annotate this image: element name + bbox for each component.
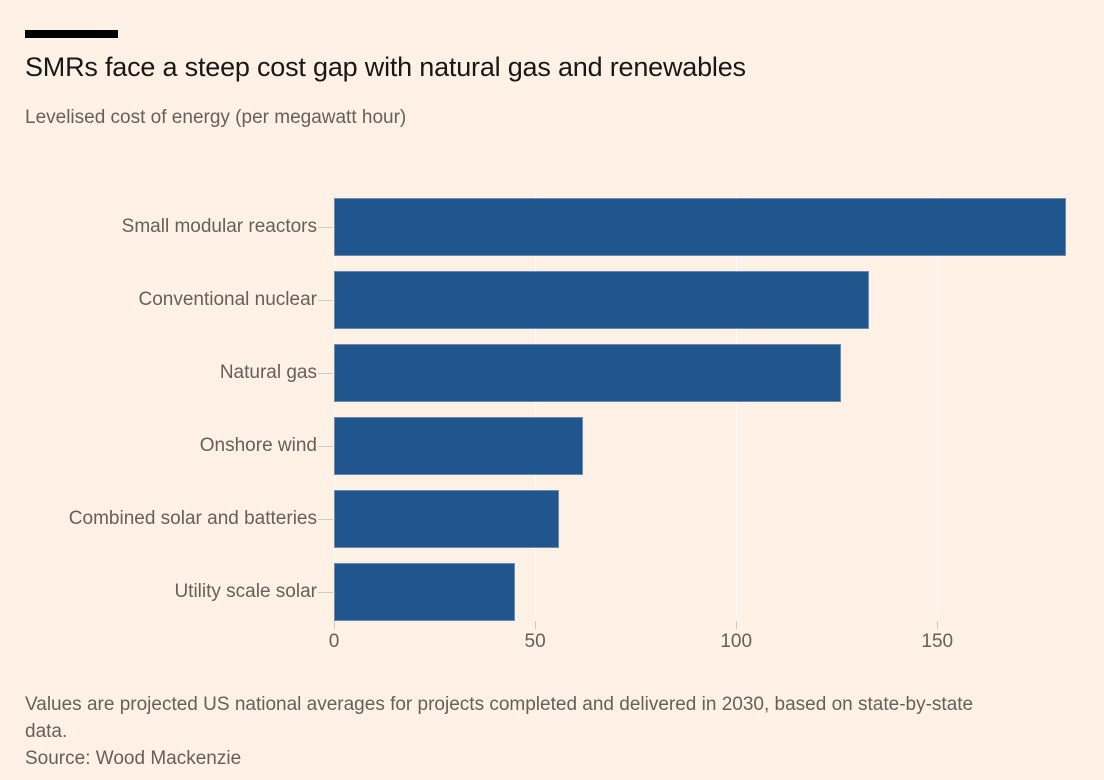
category-label-utility-scale-solar: Utility scale solar	[174, 581, 317, 602]
axis-tick-0	[334, 621, 335, 629]
category-tick-conventional-nuclear	[318, 300, 333, 301]
category-tick-natural-gas	[318, 373, 333, 374]
category-label-onshore-wind: Onshore wind	[199, 435, 317, 456]
chart-title: SMRs face a steep cost gap with natural …	[25, 52, 746, 82]
ft-top-rule	[25, 30, 118, 38]
gridline-x-150	[937, 193, 939, 621]
bar-small-modular-reactors	[334, 198, 1066, 256]
axis-tick-label-0: 0	[328, 631, 340, 652]
gridline-x-100	[736, 193, 738, 621]
axis-tick-label-100: 100	[720, 631, 753, 652]
bar-natural-gas	[334, 344, 841, 402]
category-label-conventional-nuclear: Conventional nuclear	[138, 289, 317, 310]
source-line: Source: Wood Mackenzie	[25, 748, 242, 769]
category-label-combined-solar-and-batteries: Combined solar and batteries	[68, 508, 317, 529]
bar-conventional-nuclear	[334, 271, 869, 329]
category-tick-utility-scale-solar	[318, 592, 333, 593]
bar-chart: Small modular reactors Conventional nucle…	[25, 193, 1085, 663]
axis-tick-50	[535, 621, 537, 629]
axis-tick-label-150: 150	[921, 631, 954, 652]
axis-tick-100	[736, 621, 738, 629]
bar-onshore-wind	[334, 417, 584, 475]
category-label-small-modular-reactors: Small modular reactors	[121, 216, 317, 237]
bar-utility-scale-solar	[334, 563, 515, 621]
footnote: Values are projected US national average…	[25, 694, 974, 742]
chart-footer: Values are projected US national average…	[25, 691, 985, 772]
axis-tick-label-50: 50	[524, 631, 546, 652]
bar-combined-solar-and-batteries	[334, 490, 560, 548]
gridline-x-0	[334, 193, 335, 621]
chart-subtitle: Levelised cost of energy (per megawatt h…	[25, 107, 407, 128]
gridline-x-50	[535, 193, 537, 621]
category-tick-combined-solar-and-batteries	[318, 519, 333, 520]
category-tick-onshore-wind	[318, 446, 333, 447]
category-tick-small-modular-reactors	[318, 227, 333, 228]
category-label-natural-gas: Natural gas	[219, 362, 317, 383]
axis-tick-150	[937, 621, 939, 629]
